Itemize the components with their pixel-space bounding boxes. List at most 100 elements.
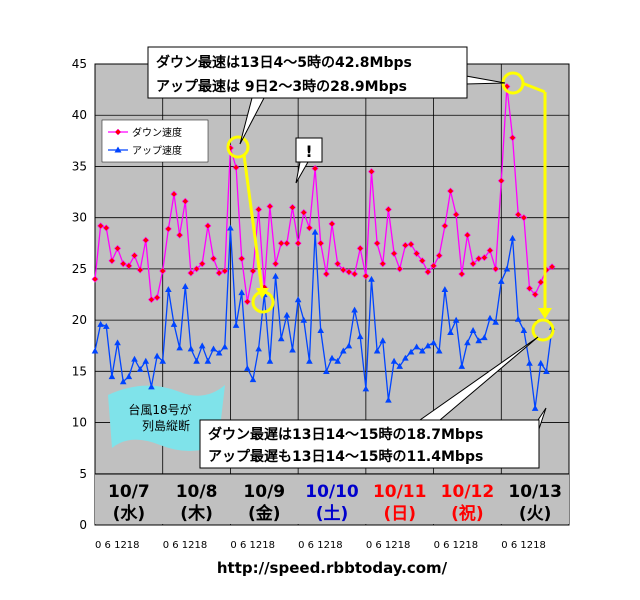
down-speed-point <box>148 296 155 304</box>
up-speed-point <box>125 373 133 380</box>
up-speed-point <box>441 286 449 293</box>
down-speed-point <box>193 265 200 273</box>
up-speed-point <box>159 357 167 364</box>
hour-tick-label: 0 6 1218 <box>95 540 140 551</box>
up-speed-point <box>402 354 409 361</box>
down-speed-point <box>435 252 443 259</box>
down-speed-point <box>452 211 460 219</box>
y-tick-label: 35 <box>72 159 87 173</box>
yellow-arrow-left <box>242 154 269 299</box>
up-speed-points <box>91 224 556 411</box>
down-speed-point <box>255 206 263 213</box>
exclamation-mark: ! <box>305 142 312 161</box>
up-speed-point <box>311 228 319 235</box>
down-speed-point <box>373 239 381 247</box>
y-tick-label: 30 <box>72 211 87 225</box>
up-speed-point <box>435 347 443 354</box>
down-speed-point <box>407 240 415 248</box>
down-speed-point <box>243 298 251 306</box>
hour-tick-label: 0 6 1218 <box>230 540 275 551</box>
up-speed-point <box>300 316 308 323</box>
highlight-circle-min <box>531 318 555 342</box>
up-speed-point <box>543 368 550 374</box>
up-speed-point <box>289 346 296 353</box>
down-speed-point <box>413 250 421 257</box>
down-speed-point <box>514 211 522 219</box>
up-speed-point <box>227 224 234 231</box>
up-speed-point <box>368 275 375 282</box>
exclamation-box <box>295 137 323 163</box>
up-speed-point <box>215 349 223 356</box>
typhoon-label-line2: 列島縦断 <box>142 418 190 433</box>
weekday-label: (木) <box>180 503 213 524</box>
up-speed-point <box>244 364 251 371</box>
up-speed-point <box>142 357 150 364</box>
down-speed-point <box>294 239 302 247</box>
up-speed-point <box>379 337 387 344</box>
date-labels: 10/7(水) 10/8(木) 10/9(金) 10/10(土) 10/11(日) 10/… <box>108 482 562 524</box>
down-speed-point <box>469 260 477 268</box>
y-tick-label: 25 <box>72 262 87 276</box>
up-speed-point <box>458 362 466 369</box>
up-speed-point <box>165 286 172 293</box>
down-speed-points <box>91 83 556 306</box>
weekday-label: (土) <box>316 503 349 524</box>
down-speed-point <box>475 255 483 263</box>
weekday-label: (祝) <box>451 504 484 524</box>
up-speed-point <box>193 357 200 364</box>
down-speed-point <box>385 206 392 213</box>
down-speed-point <box>125 262 133 270</box>
up-speed-point <box>424 342 432 349</box>
y-tick-label: 45 <box>72 57 87 71</box>
up-speed-point <box>452 316 460 323</box>
legend-down-marker <box>114 128 122 136</box>
down-speed-point <box>277 239 285 247</box>
down-speed-point <box>176 231 184 239</box>
down-speed-point <box>526 284 533 292</box>
up-speed-point <box>277 335 285 342</box>
down-speed-point <box>379 260 387 268</box>
y-tick-label: 10 <box>72 416 87 430</box>
hour-labels: 0 6 1218 0 6 1218 0 6 1218 0 6 1218 0 6 1218… <box>95 540 546 551</box>
date-label: 10/13 <box>508 482 562 502</box>
callout-min-line1: ダウン最遅は13日14～15時の18.7Mbps <box>208 426 483 443</box>
down-speed-point <box>97 222 105 230</box>
up-speed-point <box>514 315 522 322</box>
y-tick-label: 15 <box>72 364 87 378</box>
up-speed-point <box>351 306 358 313</box>
up-speed-point <box>526 359 533 366</box>
down-speed-point <box>198 260 206 268</box>
down-speed-point <box>210 255 217 263</box>
up-speed-point <box>362 385 370 392</box>
down-speed-point <box>322 270 330 278</box>
down-speed-line <box>94 86 553 302</box>
date-label: 10/8 <box>176 482 218 502</box>
down-speed-point <box>430 262 437 270</box>
down-speed-point <box>238 255 246 263</box>
up-speed-point <box>232 321 240 328</box>
up-speed-point <box>249 376 257 383</box>
hour-tick-label: 0 6 1218 <box>366 540 411 551</box>
up-speed-point <box>345 342 353 349</box>
up-speed-point <box>396 362 404 369</box>
down-speed-point <box>283 239 291 247</box>
typhoon-flag <box>108 385 225 451</box>
up-speed-point <box>221 343 229 350</box>
down-speed-point <box>142 236 150 244</box>
up-speed-point <box>176 344 183 351</box>
up-speed-point <box>339 347 347 354</box>
down-speed-point <box>486 247 494 254</box>
source-url: http://speed.rbbtoday.com/ <box>217 559 448 577</box>
up-speed-point <box>283 311 291 318</box>
down-speed-point <box>170 190 178 198</box>
down-speed-point <box>311 165 319 172</box>
down-speed-point <box>351 270 358 278</box>
yellow-arrow-right <box>521 81 552 319</box>
down-speed-point <box>531 291 539 298</box>
callout-max-line2: アップ最速は 9日2～3時の28.9Mbps <box>156 78 407 95</box>
up-speed-point <box>469 327 477 333</box>
y-tick-label: 40 <box>72 108 87 122</box>
down-speed-point <box>164 225 172 233</box>
typhoon-label-line1: 台風18号が <box>128 402 191 417</box>
down-speed-point <box>272 260 279 268</box>
